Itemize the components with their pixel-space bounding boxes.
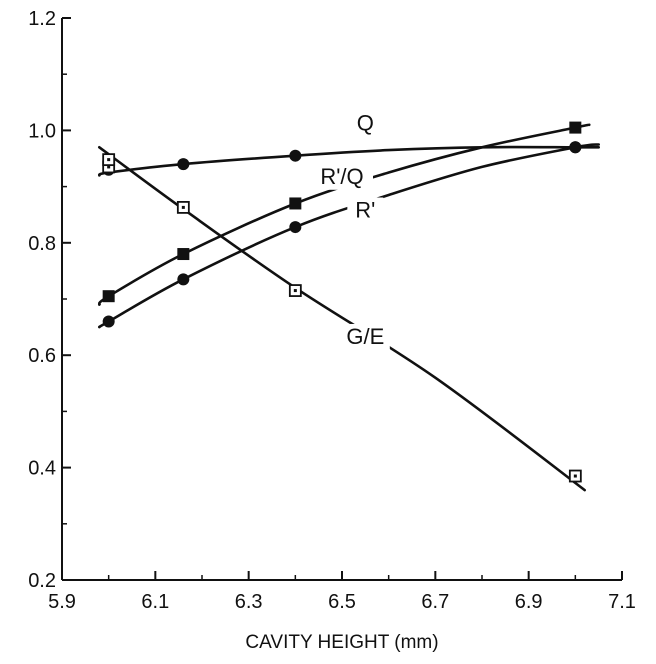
series-label-background-g-e <box>340 323 390 350</box>
y-tick-label: 1.0 <box>28 120 56 142</box>
series-label-q: Q <box>357 110 374 135</box>
series-line-g-e <box>98 146 586 492</box>
data-point-center-g-e <box>293 289 297 293</box>
data-point-r-prime <box>177 273 190 286</box>
data-point-q <box>177 158 190 171</box>
data-point-center-g-e <box>181 205 185 209</box>
x-tick-label: 6.1 <box>141 591 169 613</box>
data-point-r-prime <box>289 221 302 234</box>
y-tick-label: 0.4 <box>28 458 56 480</box>
data-point-center-g-e <box>107 165 111 169</box>
data-point-r-prime-q <box>289 197 302 210</box>
x-axis-title: CAVITY HEIGHT (mm) <box>245 632 438 653</box>
axis-tick-labels: 0.2 0.4 0.6 0.8 1.0 1.2 5.9 6.1 6.3 6.5 6.7 6.9 7.1 <box>28 8 636 613</box>
series-line-q <box>97 145 600 177</box>
x-tick-label: 6.5 <box>328 591 356 613</box>
x-tick-label: 6.7 <box>421 591 449 613</box>
series-label-r-prime-q: R'/Q <box>320 164 363 189</box>
data-point-center-g-e <box>107 158 111 162</box>
y-tick-label: 0.2 <box>28 570 56 592</box>
x-tick-label: 6.9 <box>515 591 543 613</box>
series-markers <box>102 121 582 483</box>
data-point-r-prime <box>102 315 115 328</box>
data-point-q <box>289 149 302 162</box>
x-tick-label: 7.1 <box>608 591 636 613</box>
data-point-r-prime <box>569 141 582 154</box>
x-tick-label: 6.3 <box>235 591 263 613</box>
series-label-background-r-prime <box>347 197 384 224</box>
data-point-center-g-e <box>573 474 577 478</box>
series-label-background-r-prime-q <box>311 163 373 190</box>
y-tick-label: 0.8 <box>28 233 56 255</box>
data-point-r-prime-q <box>177 248 190 261</box>
axis-ticks <box>61 17 623 581</box>
series-label-g-e: G/E <box>346 324 384 349</box>
series-labels: Q R'/Q R' G/E <box>311 110 390 350</box>
y-tick-label: 0.6 <box>28 345 56 367</box>
x-tick-label: 5.9 <box>48 591 76 613</box>
data-point-r-prime-q <box>102 290 115 303</box>
series-label-r-prime: R' <box>355 198 375 223</box>
data-point-r-prime-q <box>569 121 582 134</box>
y-tick-label: 1.2 <box>28 8 56 30</box>
series-line-r-prime <box>97 143 600 329</box>
